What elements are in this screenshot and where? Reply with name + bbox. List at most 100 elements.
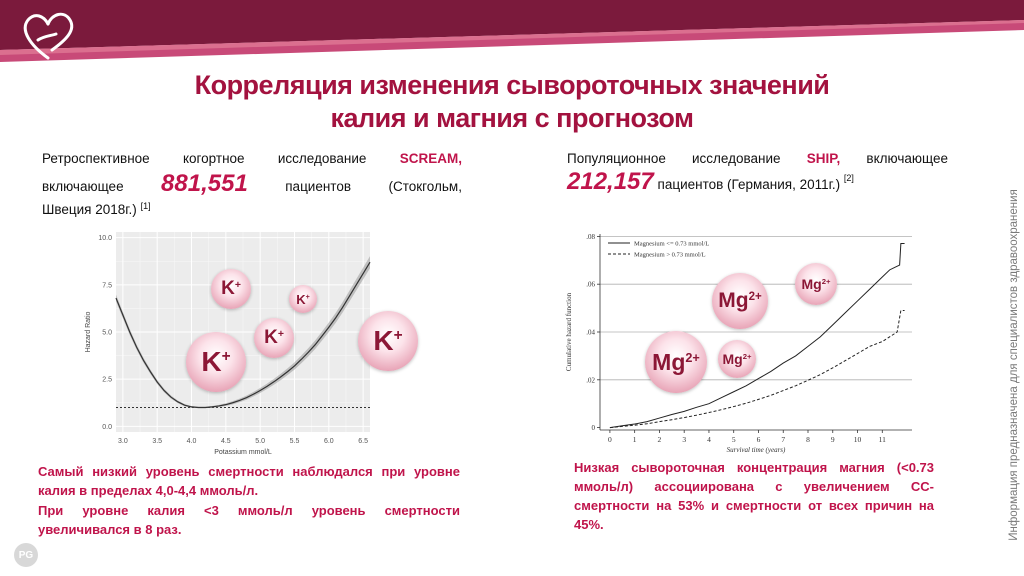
- x-tick-label: 7: [781, 435, 785, 444]
- y-tick-label: 2.5: [102, 377, 112, 384]
- x-tick-label: 1: [633, 435, 637, 444]
- magnesium-ion-bubble: Mg 2+: [712, 273, 768, 329]
- text-word: (Стокгольм,: [388, 179, 462, 194]
- text-word: включающее: [42, 179, 124, 194]
- x-tick-label: 5: [732, 435, 736, 444]
- scream-line1: Ретроспективное когортное исследование S…: [42, 147, 462, 170]
- x-tick-label: 10: [854, 435, 862, 444]
- y-tick-label: 10.0: [98, 235, 112, 242]
- potassium-ion-bubble: K +: [358, 311, 418, 371]
- potassium-ion-bubble: K +: [289, 285, 317, 313]
- legend-label: Magnesium > 0.73 mmol/L: [634, 252, 706, 259]
- x-tick-label: 8: [806, 435, 810, 444]
- ion-symbol: Mg: [718, 289, 749, 312]
- y-tick-label: 0: [592, 424, 596, 432]
- scream-line2: включающее 881,551 пациентов (Стокгольм,: [42, 172, 462, 198]
- ion-charge: 2+: [821, 276, 831, 286]
- x-tick-label: 11: [879, 435, 886, 444]
- slide-title-line2: калия и магния с прогнозом: [330, 103, 694, 133]
- x-tick-label: 4.0: [187, 438, 197, 445]
- ion-charge: +: [277, 328, 284, 340]
- x-tick-label: 4: [707, 435, 711, 444]
- vertical-disclaimer: Информация предназначена для специалисто…: [1004, 170, 1024, 560]
- ion-charge: +: [305, 292, 310, 301]
- ship-line1: Популяционное исследование SHIP, включаю…: [567, 147, 948, 170]
- ion-symbol: K: [296, 291, 306, 307]
- ion-charge: +: [234, 279, 241, 291]
- ion-symbol: Mg: [652, 348, 686, 375]
- y-tick-label: .06: [586, 281, 595, 289]
- magnesium-ion-bubble: Mg 2+: [645, 331, 707, 393]
- text-word: пациентов: [285, 179, 352, 194]
- x-tick-label: 9: [831, 435, 835, 444]
- logo-text: PG: [18, 549, 34, 561]
- y-tick-label: .04: [586, 329, 595, 337]
- x-tick-label: 4.5: [221, 438, 231, 445]
- x-tick-label: 5.5: [290, 438, 300, 445]
- ion-charge: +: [221, 347, 231, 365]
- y-tick-label: 5.0: [102, 330, 112, 337]
- ion-symbol: K: [221, 278, 235, 299]
- scream-study-description: Ретроспективное когортное исследование S…: [42, 147, 462, 221]
- potassium-ion-bubble: K +: [254, 318, 294, 358]
- x-tick-label: 6: [757, 435, 761, 444]
- scream-patient-count: 881,551: [161, 170, 248, 197]
- company-logo: PG: [14, 543, 38, 567]
- series-line: [609, 243, 905, 429]
- slide-title-line1: Корреляция изменения сывороточных значен…: [194, 70, 830, 100]
- x-tick-label: 2: [658, 435, 662, 444]
- scream-study-name: SCREAM,: [399, 151, 462, 166]
- ion-symbol: K: [373, 325, 394, 356]
- y-tick-label: .08: [586, 233, 595, 241]
- potassium-ion-bubble: K +: [186, 332, 246, 392]
- ion-charge: 2+: [742, 351, 752, 361]
- ship-line2: 212,157 пациентов (Германия, 2011г.) [2]: [567, 170, 948, 196]
- text-word: исследование: [692, 151, 781, 166]
- ion-charge: 2+: [748, 290, 762, 303]
- conclusion-text: Низкая сывороточная концентрация магния …: [574, 460, 934, 532]
- magnesium-ion-bubble: Mg 2+: [795, 263, 837, 305]
- x-axis-label: Potassium mmol/L: [214, 449, 272, 456]
- hazard-ratio-line: [115, 261, 371, 409]
- ion-symbol: K: [201, 346, 222, 377]
- x-axis-label: Survival time (years): [727, 446, 786, 454]
- y-tick-label: .02: [586, 376, 595, 384]
- y-tick-label: 0.0: [102, 424, 112, 431]
- text-word: исследование: [277, 151, 367, 166]
- text-word: включающее: [866, 151, 948, 166]
- x-tick-label: 3.5: [152, 438, 162, 445]
- ion-symbol: Mg: [801, 276, 822, 292]
- ship-study-name: SHIP,: [806, 151, 841, 166]
- scream-line3: Швеция 2018г.) [1]: [42, 198, 462, 221]
- ion-symbol: Mg: [722, 351, 743, 367]
- x-tick-label: 3.0: [118, 438, 128, 445]
- conclusion-text: Самый низкий уровень смертности наблюдал…: [38, 464, 460, 498]
- text-word: пациентов (Германия, 2011г.): [657, 177, 841, 192]
- conclusion-text: При уровне калия <3 ммоль/л уровень смер…: [38, 503, 460, 537]
- y-axis-label: Hazard Ratio: [85, 311, 92, 352]
- x-tick-label: 5.0: [255, 438, 265, 445]
- reference-mark: [2]: [843, 173, 854, 183]
- x-tick-label: 3: [682, 435, 686, 444]
- ion-symbol: K: [264, 327, 278, 348]
- ion-charge: 2+: [685, 350, 700, 365]
- heart-logo-icon: [23, 12, 74, 60]
- disclaimer-text: Информация предназначена для специалисто…: [1008, 189, 1020, 541]
- ship-study-description: Популяционное исследование SHIP, включаю…: [567, 147, 948, 196]
- y-tick-label: 7.5: [102, 282, 112, 289]
- reference-mark: [1]: [140, 201, 151, 211]
- text-word: Швеция 2018г.): [42, 202, 137, 217]
- magnesium-ion-bubble: Mg 2+: [718, 340, 756, 378]
- y-axis-label: Cumulative hazard function: [565, 292, 573, 371]
- text-word: Популяционное: [567, 151, 666, 166]
- potassium-conclusion: Самый низкий уровень смертности наблюдал…: [38, 462, 460, 539]
- x-tick-label: 6.5: [358, 438, 368, 445]
- legend-label: Magnesium <= 0.73 mmol/L: [634, 241, 709, 248]
- potassium-ion-bubble: K +: [211, 269, 251, 309]
- ion-charge: +: [393, 326, 403, 344]
- potassium-hazard-chart: 3.0 3.5 4.0 4.5 5.0 5.5 6.0 6.5 0.0 2.5 5.0 7.5 10.0…: [85, 232, 371, 456]
- ship-patient-count: 212,157: [567, 168, 654, 195]
- magnesium-conclusion: Низкая сывороточная концентрация магния …: [574, 458, 934, 534]
- header-banner: [0, 0, 1024, 62]
- text-word: Ретроспективное: [42, 151, 150, 166]
